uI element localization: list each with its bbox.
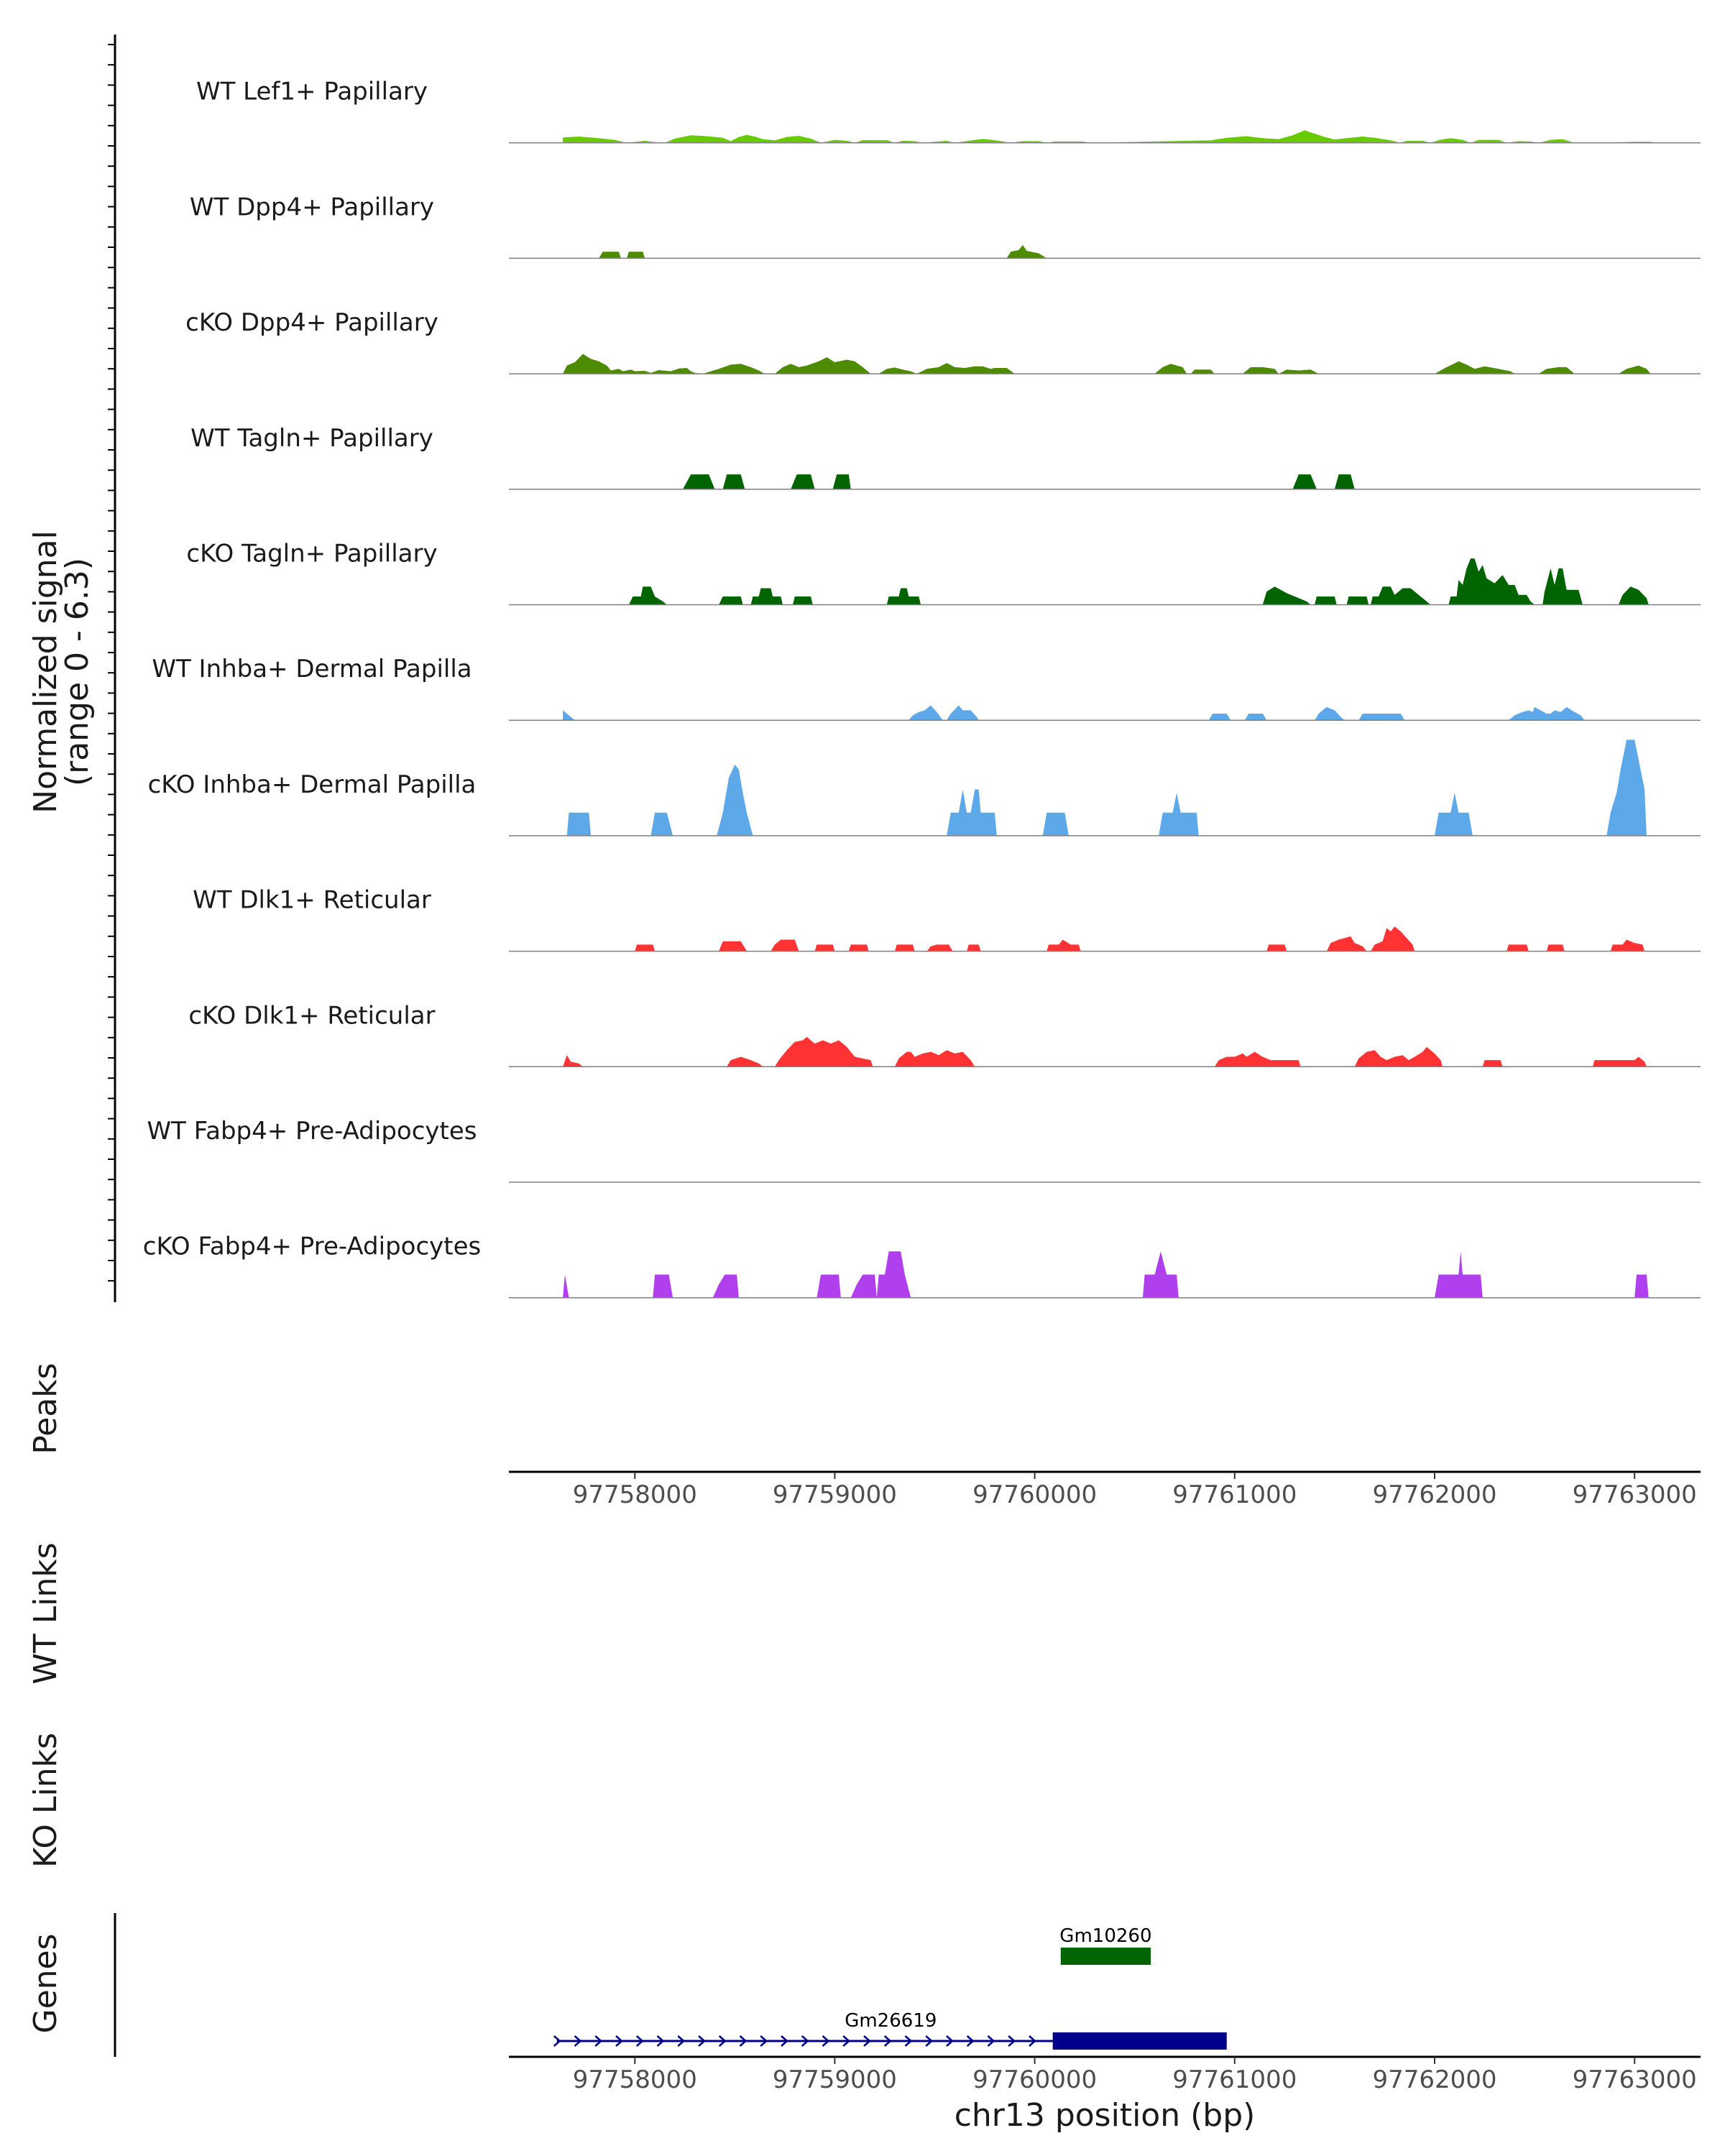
genes-x-axis-ticks: 97758000 97759000 97760000 97761000 97762000… — [573, 2057, 1697, 2094]
strand-arrow — [1008, 2035, 1016, 2047]
track-wt-lef1-papillary: WT Lef1+ Papillary — [196, 78, 1701, 144]
x-tick-label: 97758000 — [573, 1480, 697, 1509]
strand-arrow — [635, 2035, 644, 2047]
peaks-x-axis-ticks: 97758000 97759000 97760000 97761000 97762000… — [573, 1472, 1697, 1509]
coverage-area — [563, 1251, 1649, 1298]
wt-links-panel-label: WT Links — [27, 1542, 64, 1684]
ko-links-panel-label: KO Links — [27, 1733, 64, 1868]
track-label: WT Inhba+ Dermal Papilla — [152, 655, 472, 683]
strand-arrow — [574, 2035, 582, 2047]
x-tick-label: 97763000 — [1573, 2065, 1697, 2094]
x-tick-label: 97759000 — [773, 2065, 897, 2094]
y-axis-title: Normalized signal — [27, 530, 64, 814]
track-cko-dlk1-reticular: cKO Dlk1+ Reticular — [188, 1001, 1701, 1068]
track-wt-dlk1-reticular: WT Dlk1+ Reticular — [193, 886, 1701, 952]
track-label: WT Fabp4+ Pre-Adipocytes — [147, 1117, 477, 1146]
peaks-panel-label: Peaks — [27, 1363, 64, 1454]
strand-arrow — [842, 2035, 851, 2047]
strand-arrow — [553, 2035, 561, 2047]
track-label: cKO Dpp4+ Papillary — [185, 308, 438, 337]
coverage-area — [566, 740, 1647, 836]
x-tick-label: 97759000 — [773, 1480, 897, 1509]
strand-arrow — [822, 2035, 830, 2047]
strand-arrow — [739, 2035, 748, 2047]
track-label: WT Tagln+ Papillary — [190, 424, 433, 453]
track-cko-dpp4-papillary: cKO Dpp4+ Papillary — [185, 308, 1701, 374]
coverage-area — [628, 558, 1649, 605]
x-tick-label: 97761000 — [1172, 2065, 1297, 2094]
coverage-tracks: WT Lef1+ Papillary WT Dpp4+ Papillary cKO … — [143, 78, 1701, 1299]
gene-label: Gm26619 — [845, 2010, 937, 2032]
x-tick-label: 97761000 — [1172, 1480, 1297, 1509]
strand-arrow — [801, 2035, 809, 2047]
strand-arrow — [760, 2035, 768, 2047]
track-wt-inhba-dermal-papilla: WT Inhba+ Dermal Papilla — [152, 655, 1701, 721]
coverage-area — [563, 705, 1585, 721]
track-cko-tagln-papillary: cKO Tagln+ Papillary — [186, 540, 1701, 606]
strand-arrow — [677, 2035, 686, 2047]
track-label: cKO Dlk1+ Reticular — [188, 1001, 435, 1030]
strand-arrow — [656, 2035, 665, 2047]
strand-arrow — [1029, 2035, 1036, 2047]
track-label: WT Lef1+ Papillary — [196, 78, 428, 106]
strand-arrow — [718, 2035, 727, 2047]
track-wt-dpp4-papillary: WT Dpp4+ Papillary — [190, 193, 1701, 259]
coverage-area — [683, 474, 1355, 489]
track-cko-inhba-dermal-papilla: cKO Inhba+ Dermal Papilla — [148, 740, 1701, 837]
strand-arrow — [863, 2035, 871, 2047]
strand-arrow — [883, 2035, 892, 2047]
y-axis-range-label: (range 0 - 6.3) — [59, 558, 96, 786]
x-tick-label: 97762000 — [1372, 1480, 1496, 1509]
x-tick-label: 97760000 — [972, 2065, 1097, 2094]
track-wt-fabp4-pre-adipocytes: WT Fabp4+ Pre-Adipocytes — [147, 1117, 1701, 1183]
coverage-area — [599, 245, 1047, 259]
strand-arrow — [615, 2035, 623, 2047]
genes-panel-label: Genes — [27, 1933, 64, 2033]
strand-arrow — [946, 2035, 954, 2047]
coverage-area — [563, 1036, 1647, 1067]
x-tick-label: 97758000 — [573, 2065, 697, 2094]
gene-models: Gm10260 Gm26619 — [553, 1925, 1227, 2050]
y-axis-ticks — [108, 44, 115, 1282]
strand-arrow — [781, 2035, 788, 2047]
x-axis-title: chr13 position (bp) — [954, 2097, 1256, 2134]
strand-arrow — [925, 2035, 934, 2047]
track-label: cKO Fabp4+ Pre-Adipocytes — [143, 1233, 482, 1261]
gene-label: Gm10260 — [1059, 1925, 1151, 1947]
track-label: cKO Inhba+ Dermal Papilla — [148, 770, 477, 799]
strand-arrow — [904, 2035, 913, 2047]
gene-gm10260: Gm10260 — [1059, 1925, 1151, 1965]
coverage-area — [635, 926, 1645, 952]
x-tick-label: 97760000 — [972, 1480, 1097, 1509]
gene-exon — [1052, 2032, 1227, 2050]
strand-arrow — [594, 2035, 603, 2047]
gene-gm26619: Gm26619 — [553, 2010, 1227, 2050]
track-label: WT Dlk1+ Reticular — [193, 886, 431, 915]
strand-arrow — [698, 2035, 706, 2047]
strand-arrow — [987, 2035, 995, 2047]
track-cko-fabp4-pre-adipocytes: cKO Fabp4+ Pre-Adipocytes — [143, 1233, 1701, 1299]
x-tick-label: 97762000 — [1372, 2065, 1496, 2094]
strand-arrow — [966, 2035, 975, 2047]
x-tick-label: 97763000 — [1573, 1480, 1697, 1509]
track-label: cKO Tagln+ Papillary — [186, 540, 437, 568]
track-wt-tagln-papillary: WT Tagln+ Papillary — [190, 424, 1701, 490]
coverage-area — [563, 130, 1655, 143]
coverage-area — [563, 354, 1651, 374]
gene-exon — [1060, 1948, 1151, 1965]
track-label: WT Dpp4+ Papillary — [190, 193, 434, 221]
